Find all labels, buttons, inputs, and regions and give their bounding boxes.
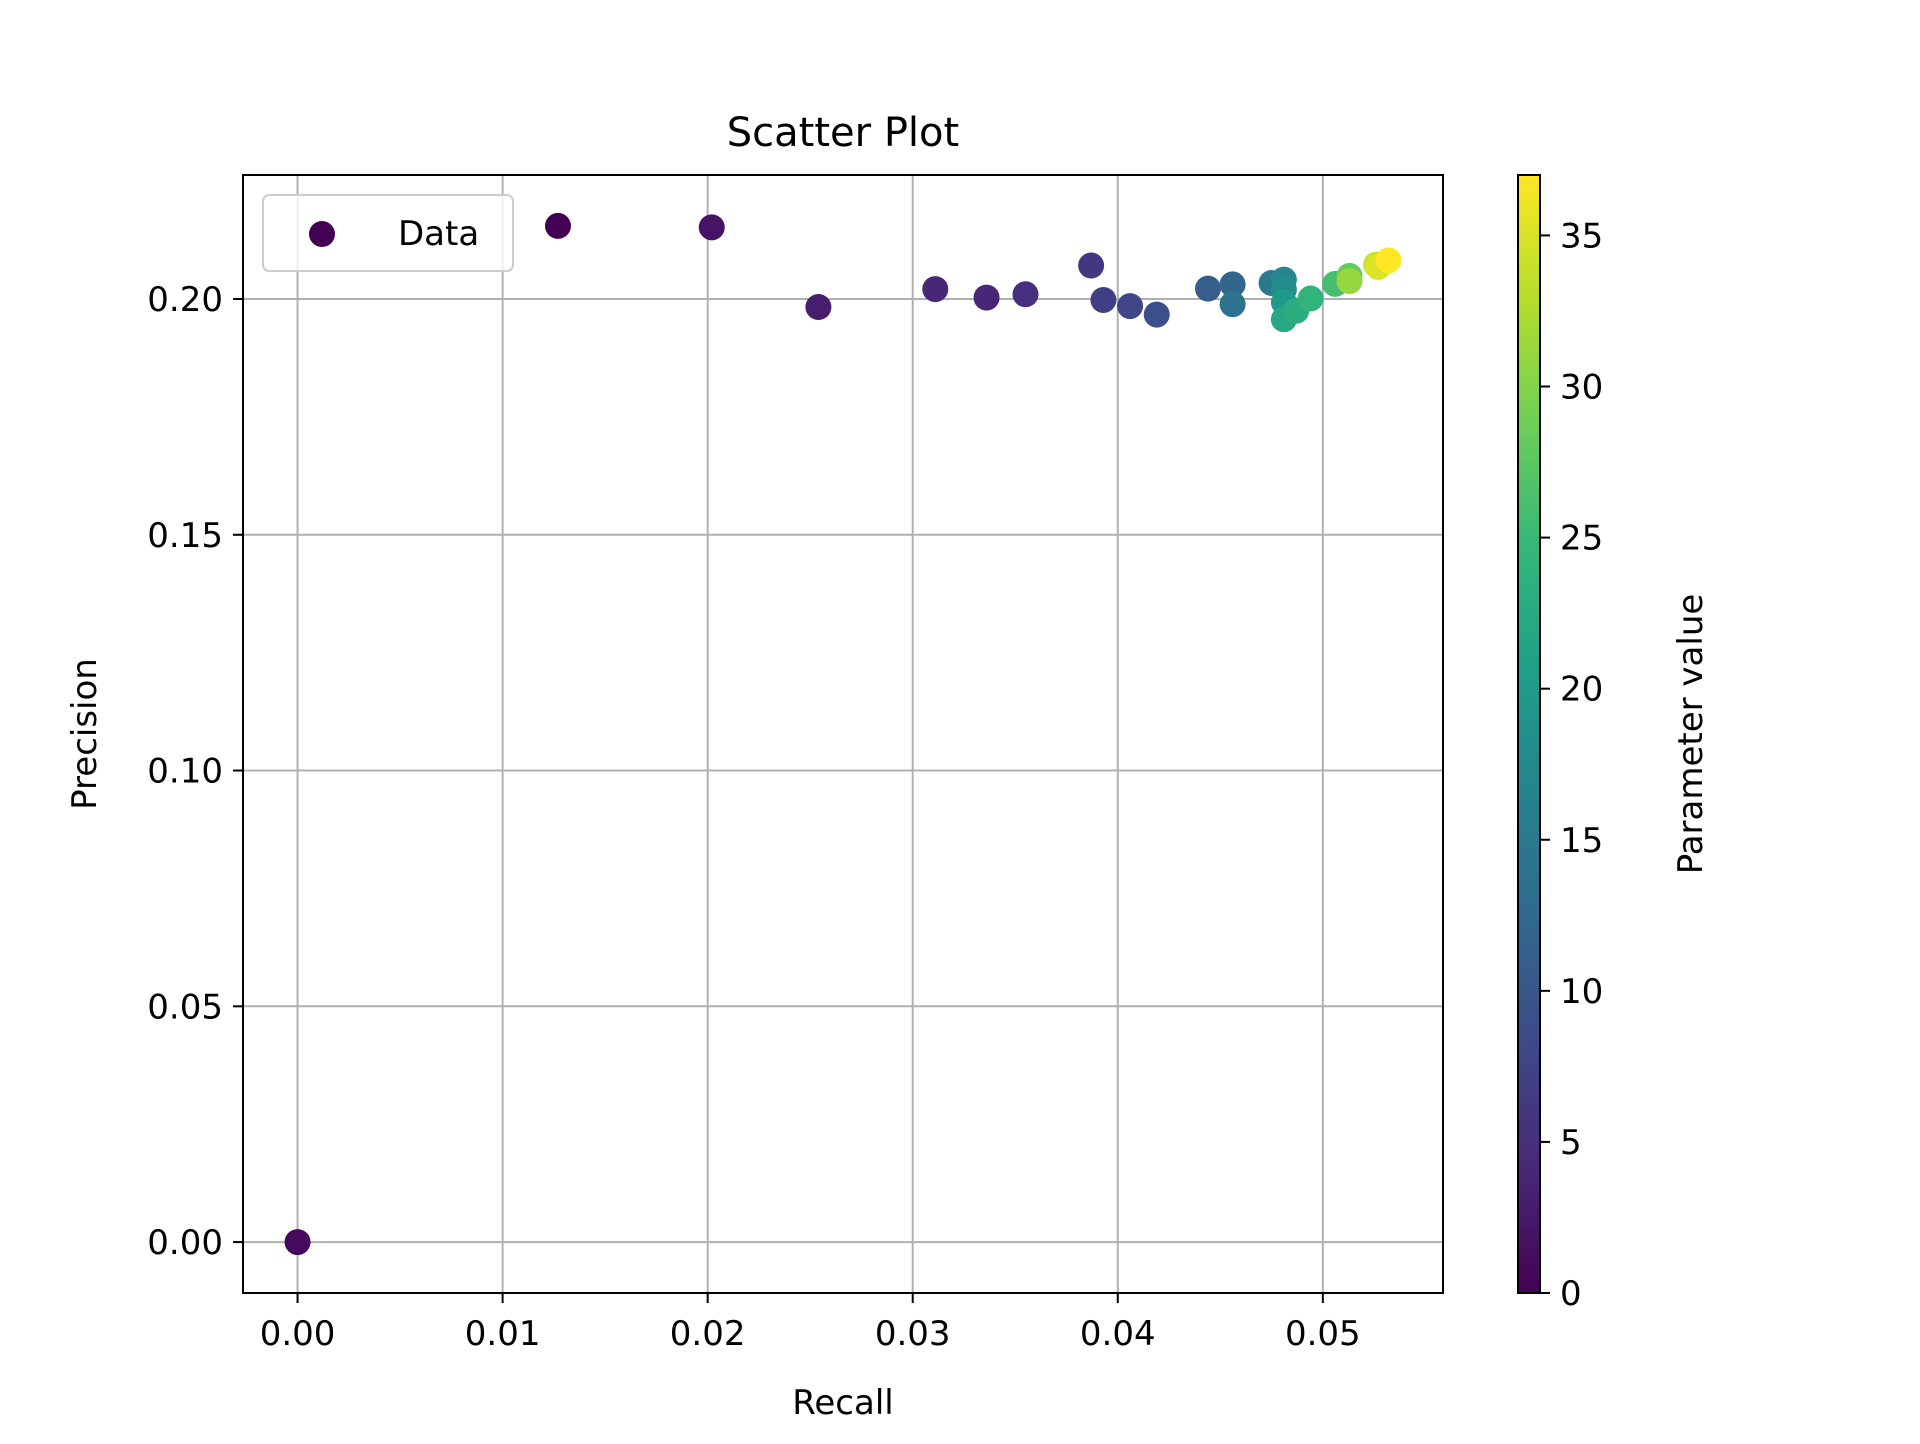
y-axis-ticks: 0.00 0.05 0.10 0.15 0.20 — [147, 280, 243, 1263]
y-tick-label: 0.20 — [147, 280, 223, 320]
scatter-point — [922, 276, 949, 303]
scatter-point — [1297, 285, 1324, 312]
scatter-point — [1219, 271, 1246, 298]
colorbar-tick-label: 0 — [1560, 1274, 1582, 1314]
scatter-point — [1219, 291, 1246, 318]
scatter-points — [284, 212, 1402, 1256]
x-axis-label: Recall — [792, 1383, 893, 1423]
x-tick-label: 0.01 — [465, 1314, 541, 1354]
x-tick-label: 0.05 — [1285, 1314, 1361, 1354]
plot-area-frame — [242, 174, 1444, 1294]
scatter-point — [973, 284, 1000, 311]
colorbar-tick-label: 10 — [1560, 972, 1603, 1012]
scatter-point — [1195, 275, 1222, 302]
legend: Data — [262, 194, 514, 272]
colorbar-gradient — [1518, 175, 1540, 1293]
y-axis-label: Precision — [65, 658, 105, 810]
x-tick-label: 0.00 — [260, 1314, 336, 1354]
scatter-point — [1090, 286, 1117, 313]
colorbar-tick-label: 20 — [1560, 670, 1603, 710]
scatter-point — [1012, 281, 1039, 308]
colorbar-tick-label: 5 — [1560, 1123, 1582, 1163]
scatter-point — [1143, 301, 1170, 328]
colorbar-frame — [1517, 174, 1541, 1294]
colorbar-ticks: 0 5 10 15 20 25 30 35 — [1540, 216, 1603, 1314]
x-tick-label: 0.02 — [670, 1314, 746, 1354]
grid-lines — [243, 175, 1443, 1293]
colorbar-tick-label: 30 — [1560, 368, 1603, 408]
colorbar-tick-label: 15 — [1560, 821, 1603, 861]
scatter-point — [698, 214, 725, 241]
colorbar: 0 5 10 15 20 25 30 35 Parameter value — [1517, 174, 1711, 1314]
scatter-point — [284, 1229, 311, 1256]
colorbar-label: Parameter value — [1671, 594, 1711, 875]
scatter-point — [805, 294, 832, 321]
x-tick-label: 0.03 — [875, 1314, 951, 1354]
scatter-point — [1336, 268, 1363, 295]
x-axis-ticks: 0.00 0.01 0.02 0.03 0.04 0.05 — [260, 1293, 1361, 1354]
y-tick-label: 0.10 — [147, 752, 223, 792]
scatter-point — [1375, 247, 1402, 274]
x-tick-label: 0.04 — [1080, 1314, 1156, 1354]
legend-marker — [309, 221, 335, 247]
scatter-point — [544, 212, 571, 239]
y-tick-label: 0.00 — [147, 1223, 223, 1263]
chart-title: Scatter Plot — [727, 110, 959, 156]
scatter-point — [1078, 252, 1105, 279]
scatter-point — [1117, 293, 1144, 320]
colorbar-tick-label: 35 — [1560, 216, 1603, 256]
y-tick-label: 0.15 — [147, 516, 223, 556]
legend-label: Data — [398, 214, 479, 254]
colorbar-tick-label: 25 — [1560, 519, 1603, 559]
legend-box — [262, 194, 514, 272]
y-tick-label: 0.05 — [147, 987, 223, 1027]
